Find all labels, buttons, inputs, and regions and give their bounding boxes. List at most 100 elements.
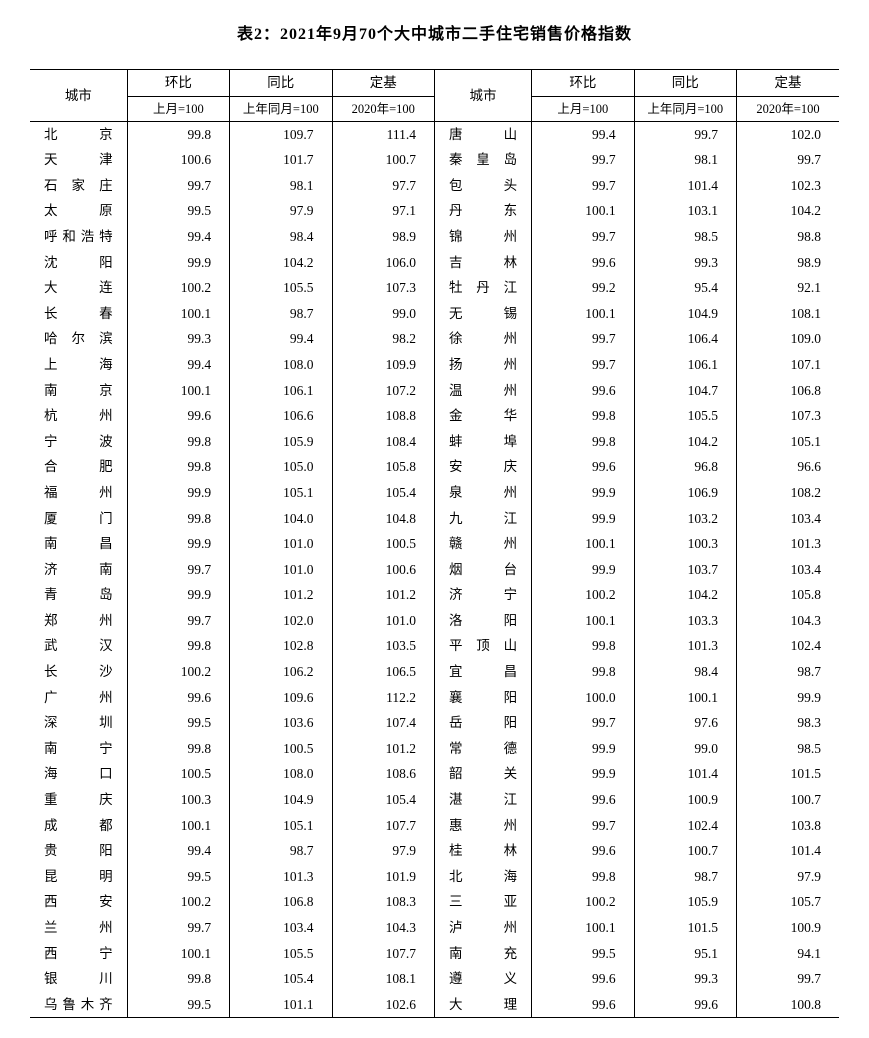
- base-cell: 97.9: [332, 838, 434, 864]
- table-body: 北京99.8109.7111.4唐山99.499.7102.0天津100.610…: [30, 121, 839, 1018]
- base-cell: 103.4: [737, 506, 839, 532]
- base-cell: 92.1: [737, 275, 839, 301]
- base-cell: 98.9: [332, 224, 434, 250]
- yoy-cell: 99.3: [634, 250, 736, 276]
- header-mom-right: 环比: [532, 70, 634, 97]
- yoy-cell: 100.7: [634, 838, 736, 864]
- yoy-cell: 98.4: [634, 659, 736, 685]
- city-cell: 贵阳: [30, 838, 127, 864]
- yoy-cell: 101.0: [230, 531, 332, 557]
- base-cell: 104.3: [332, 915, 434, 941]
- mom-cell: 99.5: [127, 710, 229, 736]
- table-row: 深圳99.5103.6107.4岳阳99.797.698.3: [30, 710, 839, 736]
- mom-cell: 99.7: [127, 173, 229, 199]
- mom-cell: 99.6: [532, 966, 634, 992]
- table-row: 太原99.597.997.1丹东100.1103.1104.2: [30, 198, 839, 224]
- base-cell: 109.9: [332, 352, 434, 378]
- yoy-cell: 98.7: [230, 838, 332, 864]
- base-cell: 108.2: [737, 480, 839, 506]
- yoy-cell: 109.7: [230, 121, 332, 147]
- yoy-cell: 105.5: [230, 941, 332, 967]
- base-cell: 94.1: [737, 941, 839, 967]
- table-row: 济南99.7101.0100.6烟台99.9103.7103.4: [30, 557, 839, 583]
- city-cell: 南昌: [30, 531, 127, 557]
- yoy-cell: 108.0: [230, 761, 332, 787]
- city-cell: 常德: [434, 736, 531, 762]
- mom-cell: 99.3: [127, 326, 229, 352]
- city-cell: 乌鲁木齐: [30, 992, 127, 1018]
- city-cell: 杭州: [30, 403, 127, 429]
- mom-cell: 99.7: [532, 147, 634, 173]
- base-cell: 108.1: [737, 301, 839, 327]
- mom-cell: 100.1: [532, 301, 634, 327]
- yoy-cell: 106.9: [634, 480, 736, 506]
- subheader-yoy-left: 上年同月=100: [230, 96, 332, 121]
- mom-cell: 99.7: [127, 608, 229, 634]
- table-row: 广州99.6109.6112.2襄阳100.0100.199.9: [30, 685, 839, 711]
- base-cell: 99.7: [737, 147, 839, 173]
- base-cell: 109.0: [737, 326, 839, 352]
- subheader-mom-left: 上月=100: [127, 96, 229, 121]
- city-cell: 襄阳: [434, 685, 531, 711]
- mom-cell: 99.5: [127, 864, 229, 890]
- table-row: 宁波99.8105.9108.4蚌埠99.8104.2105.1: [30, 429, 839, 455]
- base-cell: 98.3: [737, 710, 839, 736]
- table-row: 合肥99.8105.0105.8安庆99.696.896.6: [30, 454, 839, 480]
- city-cell: 遵义: [434, 966, 531, 992]
- city-cell: 桂林: [434, 838, 531, 864]
- yoy-cell: 102.4: [634, 813, 736, 839]
- base-cell: 107.1: [737, 352, 839, 378]
- yoy-cell: 103.7: [634, 557, 736, 583]
- base-cell: 101.3: [737, 531, 839, 557]
- table-row: 沈阳99.9104.2106.0吉林99.699.398.9: [30, 250, 839, 276]
- yoy-cell: 98.7: [230, 301, 332, 327]
- city-cell: 郑州: [30, 608, 127, 634]
- city-cell: 济南: [30, 557, 127, 583]
- mom-cell: 99.4: [127, 838, 229, 864]
- base-cell: 104.8: [332, 506, 434, 532]
- table-row: 长春100.198.799.0无锡100.1104.9108.1: [30, 301, 839, 327]
- mom-cell: 100.2: [127, 889, 229, 915]
- mom-cell: 100.1: [127, 378, 229, 404]
- yoy-cell: 103.4: [230, 915, 332, 941]
- yoy-cell: 104.9: [634, 301, 736, 327]
- yoy-cell: 98.7: [634, 864, 736, 890]
- mom-cell: 99.8: [127, 966, 229, 992]
- city-cell: 包头: [434, 173, 531, 199]
- city-cell: 泸州: [434, 915, 531, 941]
- city-cell: 秦皇岛: [434, 147, 531, 173]
- table-row: 南京100.1106.1107.2温州99.6104.7106.8: [30, 378, 839, 404]
- mom-cell: 100.5: [127, 761, 229, 787]
- base-cell: 107.3: [332, 275, 434, 301]
- mom-cell: 99.9: [532, 506, 634, 532]
- city-cell: 昆明: [30, 864, 127, 890]
- table-row: 海口100.5108.0108.6韶关99.9101.4101.5: [30, 761, 839, 787]
- yoy-cell: 105.9: [230, 429, 332, 455]
- base-cell: 107.7: [332, 941, 434, 967]
- city-cell: 平顶山: [434, 633, 531, 659]
- yoy-cell: 101.7: [230, 147, 332, 173]
- base-cell: 101.4: [737, 838, 839, 864]
- yoy-cell: 99.0: [634, 736, 736, 762]
- mom-cell: 100.1: [532, 531, 634, 557]
- table-row: 大连100.2105.5107.3牡丹江99.295.492.1: [30, 275, 839, 301]
- city-cell: 长沙: [30, 659, 127, 685]
- city-cell: 重庆: [30, 787, 127, 813]
- mom-cell: 100.1: [532, 608, 634, 634]
- mom-cell: 100.2: [127, 275, 229, 301]
- header-yoy-left: 同比: [230, 70, 332, 97]
- yoy-cell: 98.1: [634, 147, 736, 173]
- yoy-cell: 99.4: [230, 326, 332, 352]
- mom-cell: 99.7: [532, 326, 634, 352]
- mom-cell: 99.5: [532, 941, 634, 967]
- base-cell: 108.8: [332, 403, 434, 429]
- base-cell: 103.5: [332, 633, 434, 659]
- city-cell: 牡丹江: [434, 275, 531, 301]
- base-cell: 106.5: [332, 659, 434, 685]
- yoy-cell: 100.3: [634, 531, 736, 557]
- city-cell: 广州: [30, 685, 127, 711]
- city-cell: 北海: [434, 864, 531, 890]
- yoy-cell: 104.2: [634, 429, 736, 455]
- mom-cell: 100.2: [532, 889, 634, 915]
- yoy-cell: 101.4: [634, 173, 736, 199]
